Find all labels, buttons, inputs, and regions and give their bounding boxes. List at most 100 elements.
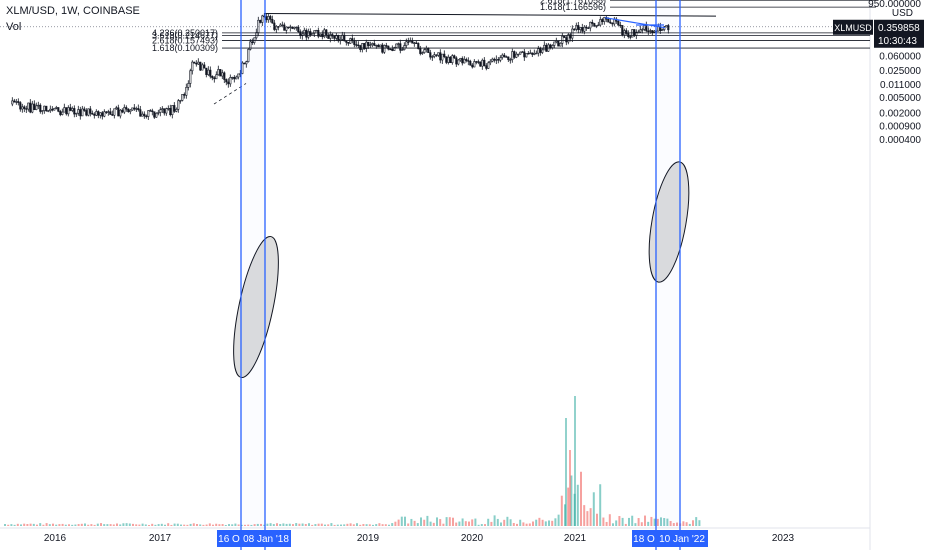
volume-bar — [209, 523, 211, 526]
volume-bar — [430, 522, 432, 526]
volume-bar — [516, 524, 518, 526]
volume-bar — [548, 520, 550, 526]
volume-bar — [449, 517, 451, 526]
volume-bar — [382, 524, 384, 526]
candle — [190, 71, 192, 84]
volume-bar — [161, 524, 163, 526]
candle — [112, 114, 114, 115]
candle — [22, 107, 24, 109]
volume-bar — [474, 519, 476, 526]
candle — [226, 80, 228, 82]
candle — [368, 42, 370, 45]
volume-bar — [302, 523, 304, 526]
volume-bar — [90, 524, 92, 526]
candle — [554, 42, 556, 46]
candle — [584, 27, 586, 31]
candle — [308, 31, 310, 37]
volume-bar — [68, 524, 70, 526]
volume-bar — [282, 523, 284, 526]
candle — [132, 108, 134, 110]
candle — [172, 105, 174, 114]
candle — [108, 112, 110, 113]
candle — [20, 103, 22, 110]
candle — [454, 56, 456, 58]
volume-bar — [439, 519, 441, 526]
volume-bar — [33, 524, 35, 526]
volume-bar — [569, 450, 571, 526]
candle — [48, 111, 50, 112]
candle — [222, 73, 224, 76]
candle — [510, 60, 512, 61]
volume-bar — [276, 523, 278, 526]
volume-bar — [433, 523, 435, 526]
volume-bar — [167, 523, 169, 526]
candle — [98, 111, 100, 115]
candle — [388, 46, 390, 49]
volume-bar — [39, 523, 41, 526]
candle — [284, 25, 286, 30]
candle — [492, 59, 494, 61]
candle — [420, 49, 422, 54]
candle — [230, 77, 232, 83]
candle — [84, 109, 86, 110]
horizontal-trendline — [264, 13, 716, 16]
volume-bar — [565, 418, 567, 526]
candle — [338, 36, 340, 41]
volume-bar — [522, 522, 524, 526]
volume-bar — [279, 524, 281, 526]
candle — [564, 36, 566, 37]
volume-bar — [631, 516, 633, 526]
volume-bar — [580, 472, 582, 526]
volume-bar — [10, 524, 12, 526]
volume-bar — [542, 520, 544, 526]
candle — [600, 19, 602, 25]
volume-bar — [353, 524, 355, 526]
candle — [428, 48, 430, 52]
volume-bar — [372, 525, 374, 526]
volume-bar — [500, 522, 502, 526]
candle — [552, 45, 554, 47]
y-axis-unit-label: USD — [892, 8, 913, 19]
x-axis-tick-label: 2021 — [564, 533, 587, 544]
candle — [214, 78, 216, 79]
candle — [654, 31, 656, 32]
volume-bar — [84, 523, 86, 526]
volume-bar — [318, 524, 320, 526]
volume-bar — [487, 519, 489, 526]
candle — [646, 25, 648, 30]
candle — [562, 36, 564, 43]
candle — [70, 108, 72, 111]
candle — [478, 62, 480, 63]
candle — [76, 113, 78, 114]
candle — [446, 57, 448, 63]
candle — [154, 112, 156, 118]
volume-bar — [26, 524, 28, 526]
candle — [618, 21, 620, 25]
candle — [640, 30, 642, 32]
volume-bar — [625, 524, 627, 526]
volume-bar — [583, 505, 585, 526]
candle — [194, 62, 196, 63]
candle — [210, 70, 212, 76]
volume-bar — [122, 523, 124, 526]
candle — [62, 112, 64, 114]
candle — [184, 94, 186, 95]
volume-bar — [554, 518, 556, 526]
candle — [136, 108, 138, 109]
x-axis-tick-label: 2019 — [357, 533, 380, 544]
candle — [408, 42, 410, 43]
date-range-highlight — [656, 0, 680, 528]
candle — [500, 58, 502, 61]
volume-bar — [647, 522, 649, 526]
candle — [46, 106, 48, 111]
candle — [148, 111, 150, 117]
candle — [514, 52, 516, 58]
candle — [526, 53, 528, 57]
volume-bar — [23, 524, 25, 526]
candle — [334, 36, 336, 38]
volume-bar — [689, 524, 691, 526]
volume-bar — [222, 524, 224, 526]
volume-bar — [561, 496, 563, 526]
